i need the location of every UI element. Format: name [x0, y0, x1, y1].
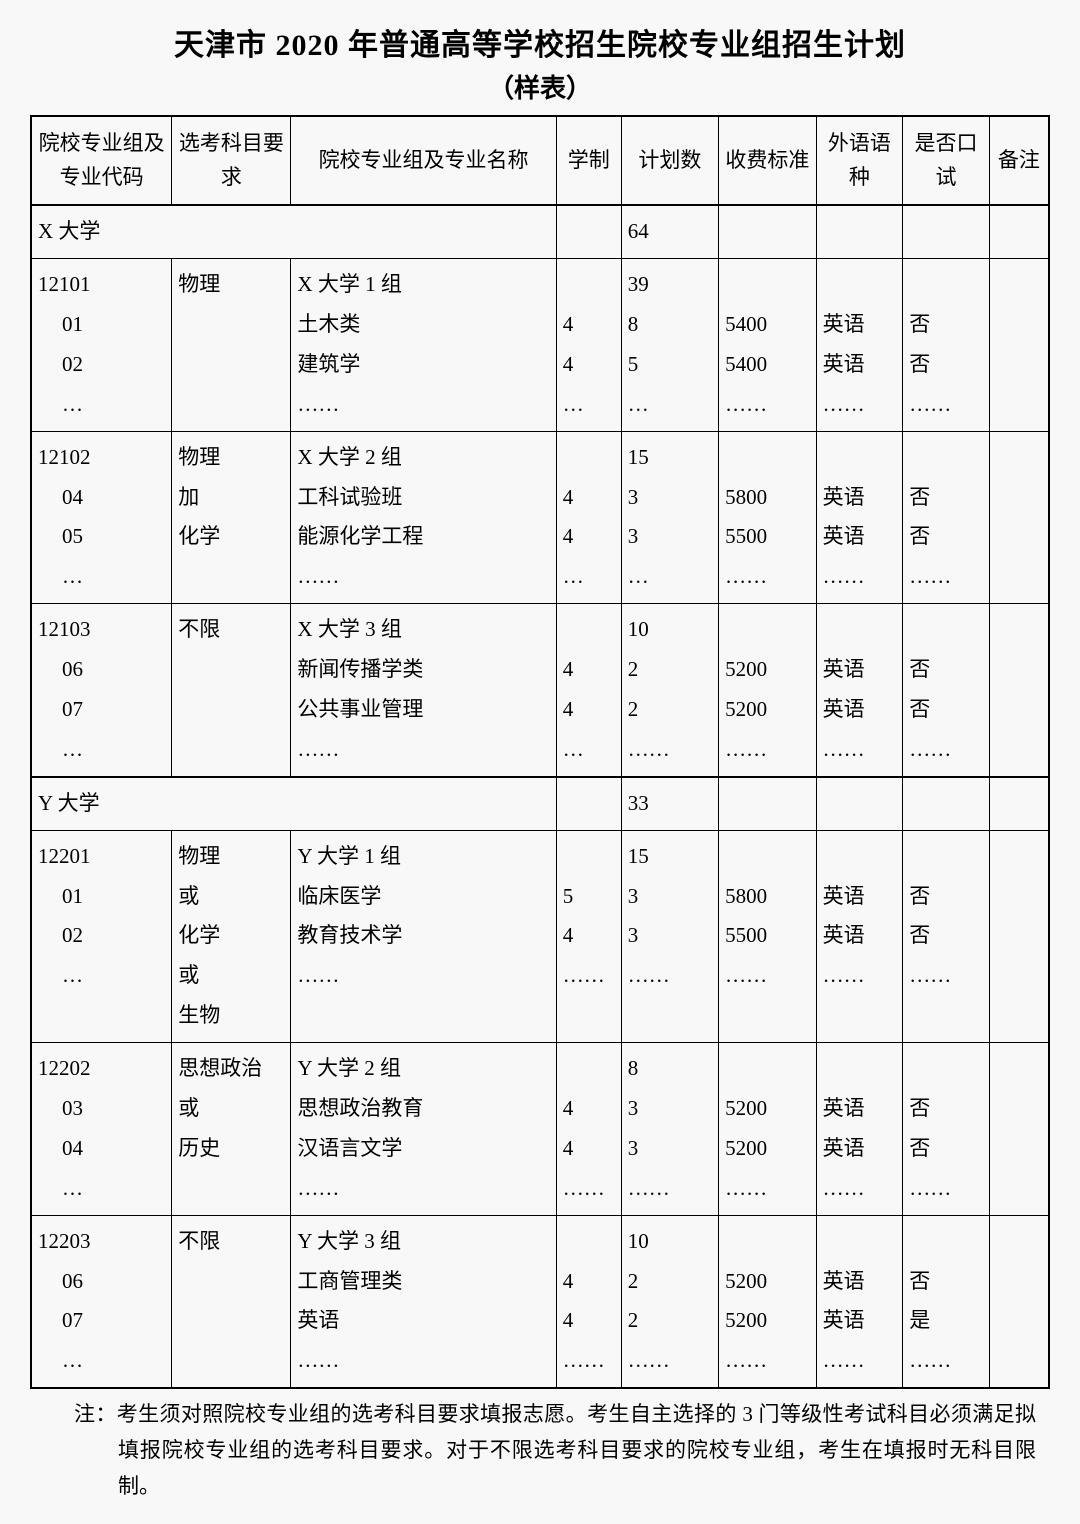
cell-names: X 大学 3 组新闻传播学类公共事业管理……	[291, 604, 556, 777]
cell-duration: 44…	[556, 604, 621, 777]
cell-fee: 52005200……	[719, 1043, 816, 1216]
th-subject: 选考科目要求	[172, 116, 291, 205]
cell-lang: 英语英语……	[816, 830, 903, 1042]
cell-fee: 58005500……	[719, 830, 816, 1042]
cell-duration: 44……	[556, 1215, 621, 1388]
university-name: X 大学	[31, 205, 556, 258]
th-note: 备注	[989, 116, 1049, 205]
page-subtitle: （样表）	[30, 68, 1050, 105]
cell-plan: 1022……	[621, 1215, 718, 1388]
cell-fee	[719, 205, 816, 258]
cell-note	[989, 205, 1049, 258]
cell-note	[989, 777, 1049, 830]
cell-subject: 不限	[172, 604, 291, 777]
cell-codes: 121010102…	[31, 259, 172, 432]
cell-oral: 否是……	[903, 1215, 990, 1388]
cell-subject: 不限	[172, 1215, 291, 1388]
cell-fee	[719, 777, 816, 830]
cell-oral: 否否……	[903, 1043, 990, 1216]
cell-note	[989, 431, 1049, 604]
cell-subject: 物理	[172, 259, 291, 432]
th-name: 院校专业组及专业名称	[291, 116, 556, 205]
page-title: 天津市 2020 年普通高等学校招生院校专业组招生计划	[30, 20, 1050, 64]
cell-subject: 物理或化学或生物	[172, 830, 291, 1042]
cell-lang	[816, 777, 903, 830]
group-block: 121030607…不限X 大学 3 组新闻传播学类公共事业管理…… 44…10…	[31, 604, 1049, 777]
cell-codes: 121030607…	[31, 604, 172, 777]
cell-lang: 英语英语……	[816, 259, 903, 432]
group-block: 122010102…物理或化学或生物Y 大学 1 组临床医学教育技术学…… 54…	[31, 830, 1049, 1042]
cell-fee: 52005200……	[719, 1215, 816, 1388]
footnote: 注：考生须对照院校专业组的选考科目要求填报志愿。考生自主选择的 3 门等级性考试…	[74, 1389, 1050, 1504]
th-duration: 学制	[556, 116, 621, 205]
admissions-table: 院校专业组及专业代码 选考科目要求 院校专业组及专业名称 学制 计划数 收费标准…	[30, 115, 1050, 1389]
cell-note	[989, 259, 1049, 432]
cell-subject: 思想政治或历史	[172, 1043, 291, 1216]
cell-codes: 122030607…	[31, 1215, 172, 1388]
university-row: X 大学 64	[31, 205, 1049, 258]
table-header-row: 院校专业组及专业代码 选考科目要求 院校专业组及专业名称 学制 计划数 收费标准…	[31, 116, 1049, 205]
cell-duration: 54……	[556, 830, 621, 1042]
cell-oral: 否否……	[903, 830, 990, 1042]
cell-duration: 44……	[556, 1043, 621, 1216]
cell-lang: 英语英语……	[816, 1215, 903, 1388]
cell-lang: 英语英语……	[816, 604, 903, 777]
cell-note	[989, 1215, 1049, 1388]
university-plan: 64	[621, 205, 718, 258]
th-plan: 计划数	[621, 116, 718, 205]
university-row: Y 大学 33	[31, 777, 1049, 830]
cell-oral: 否否……	[903, 604, 990, 777]
cell-oral: 否否……	[903, 431, 990, 604]
cell-lang: 英语英语……	[816, 1043, 903, 1216]
cell-oral	[903, 205, 990, 258]
cell-plan: 833……	[621, 1043, 718, 1216]
university-plan: 33	[621, 777, 718, 830]
cell-names: X 大学 2 组工科试验班能源化学工程……	[291, 431, 556, 604]
cell-oral: 否否……	[903, 259, 990, 432]
cell-fee: 52005200……	[719, 604, 816, 777]
cell-note	[989, 1043, 1049, 1216]
cell-plan: 1533…	[621, 431, 718, 604]
cell-codes: 122020304…	[31, 1043, 172, 1216]
th-fee: 收费标准	[719, 116, 816, 205]
cell-note	[989, 604, 1049, 777]
cell-note	[989, 830, 1049, 1042]
cell-names: Y 大学 2 组思想政治教育汉语言文学……	[291, 1043, 556, 1216]
cell-names: Y 大学 1 组临床医学教育技术学……	[291, 830, 556, 1042]
cell-fee: 54005400……	[719, 259, 816, 432]
cell-fee: 58005500……	[719, 431, 816, 604]
group-block: 121010102…物理X 大学 1 组土木类建筑学…… 44…3985… 54…	[31, 259, 1049, 432]
cell-duration	[556, 777, 621, 830]
cell-names: X 大学 1 组土木类建筑学……	[291, 259, 556, 432]
group-block: 122030607…不限Y 大学 3 组工商管理类英语…… 44……1022………	[31, 1215, 1049, 1388]
cell-lang: 英语英语……	[816, 431, 903, 604]
cell-lang	[816, 205, 903, 258]
cell-plan: 3985…	[621, 259, 718, 432]
group-block: 121020405…物理加化学X 大学 2 组工科试验班能源化学工程…… 44……	[31, 431, 1049, 604]
th-oral: 是否口试	[903, 116, 990, 205]
university-name: Y 大学	[31, 777, 556, 830]
cell-codes: 121020405…	[31, 431, 172, 604]
cell-plan: 1022……	[621, 604, 718, 777]
cell-duration	[556, 205, 621, 258]
th-code: 院校专业组及专业代码	[31, 116, 172, 205]
cell-oral	[903, 777, 990, 830]
group-block: 122020304…思想政治或历史Y 大学 2 组思想政治教育汉语言文学…… 4…	[31, 1043, 1049, 1216]
cell-duration: 44…	[556, 259, 621, 432]
cell-subject: 物理加化学	[172, 431, 291, 604]
cell-names: Y 大学 3 组工商管理类英语……	[291, 1215, 556, 1388]
th-lang: 外语语种	[816, 116, 903, 205]
cell-codes: 122010102…	[31, 830, 172, 1042]
cell-duration: 44…	[556, 431, 621, 604]
cell-plan: 1533……	[621, 830, 718, 1042]
